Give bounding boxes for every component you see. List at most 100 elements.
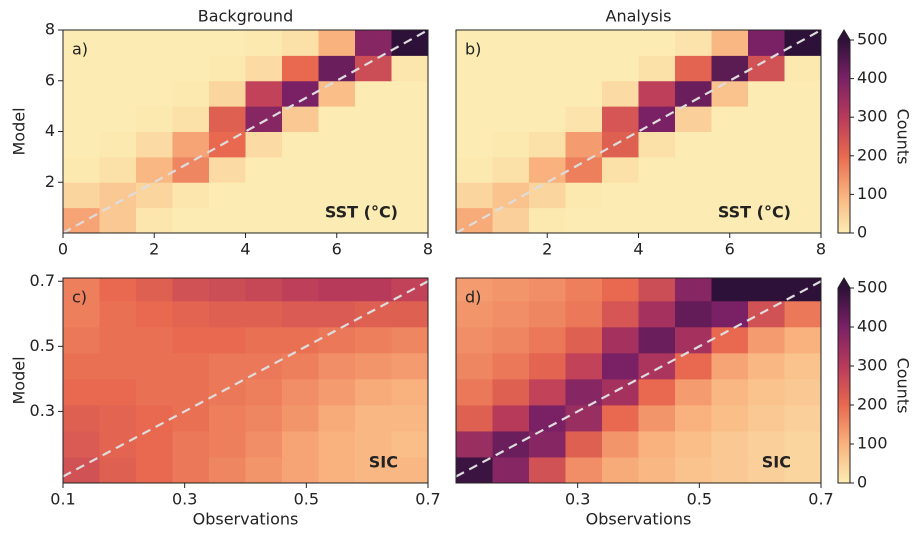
hexbin-cell [245, 55, 283, 82]
hexbin-cell [318, 131, 356, 158]
hexbin-cell [318, 378, 356, 406]
hexbin-cell [565, 182, 603, 209]
hexbin-cell [282, 278, 319, 302]
hexbin-cell [282, 55, 319, 82]
hexbin-cell [136, 404, 173, 432]
hexbin-cell [456, 456, 493, 483]
hexbin-cell [492, 456, 530, 483]
hexbin-cell [282, 207, 319, 233]
hexbin-cell [99, 404, 137, 432]
y-axis-label: Model [10, 356, 29, 404]
colorbar-frame [837, 277, 851, 484]
hexbin-cell [492, 106, 530, 132]
hexbin-cell [711, 207, 749, 233]
hexbin-cell [391, 80, 428, 107]
hexbin-cell [282, 30, 319, 56]
hexbin-cell [63, 55, 100, 82]
panel-title: Background [198, 7, 293, 26]
hexbin-cell [492, 378, 530, 406]
hexbin-cell [602, 278, 639, 302]
x-tick-label: 8 [816, 240, 826, 259]
y-tick-label: 2 [45, 172, 55, 191]
panel-label: a) [72, 40, 88, 59]
x-tick-label: 0.3 [172, 490, 197, 509]
hexbin-cell [711, 278, 749, 302]
hexbin-cell [391, 182, 428, 209]
panel-annotation: SST (°C) [325, 203, 398, 222]
y-tick-label: 6 [45, 70, 55, 89]
hexbin-cell [748, 326, 785, 354]
hexbin-cell [784, 404, 821, 432]
x-tick-label: 4 [633, 240, 643, 259]
hexbin-cell [602, 182, 639, 209]
hexbin-cell [675, 300, 712, 328]
hexbin-cell [602, 378, 639, 406]
hexbin-cell [282, 404, 319, 432]
hexbin-cell [136, 106, 173, 132]
hexbin-cell [784, 106, 821, 132]
hexbin-cell [565, 156, 603, 183]
hexbin-cell [136, 378, 173, 406]
x-axis-label: Observations [586, 510, 692, 529]
hexbin-cell [456, 352, 493, 380]
hexbin-cell [492, 404, 530, 432]
hexbin-cell [711, 80, 749, 107]
hexbin-cell [245, 378, 283, 406]
hexbin-cell [602, 352, 639, 380]
hexbin-cell [602, 300, 639, 328]
hexbin-cell [209, 55, 246, 82]
hexbin-cell [711, 30, 749, 56]
panel-label: b) [465, 40, 481, 59]
hexbin-cell [711, 106, 749, 132]
hexbin-cell [748, 131, 785, 158]
hexbin-cell [565, 30, 603, 56]
hexbin-cell [602, 156, 639, 183]
hexbin-cell [784, 430, 821, 458]
hexbin-cell [172, 30, 210, 56]
hexbin-cell [318, 456, 356, 483]
hexbin-cell [391, 106, 428, 132]
hexbin-cell [355, 207, 392, 233]
hexbin-cell [391, 300, 428, 328]
hexbin-cell [675, 378, 712, 406]
hexbin-cell [711, 404, 749, 432]
hexbin-cell [638, 156, 676, 183]
hexbin-layer [456, 30, 821, 233]
hexbin-cell [245, 456, 283, 483]
hexbin-cell [282, 131, 319, 158]
hexbin-cell [638, 430, 676, 458]
hexbin-cell [63, 182, 100, 209]
hexbin-cell [172, 456, 210, 483]
x-tick-label: 6 [332, 240, 342, 259]
hexbin-cell [282, 326, 319, 354]
hexbin-cell [63, 352, 100, 380]
hexbin-cell [391, 131, 428, 158]
x-tick-label: 6 [725, 240, 735, 259]
hexbin-cell [99, 80, 137, 107]
hexbin-cell [638, 131, 676, 158]
hexbin-cell [209, 156, 246, 183]
hexbin-cell [99, 106, 137, 132]
colorbar-tick-label: 300 [857, 107, 888, 126]
hexbin-cell [748, 182, 785, 209]
hexbin-cell [355, 30, 392, 56]
y-tick-label: 0.7 [30, 271, 55, 290]
hexbin-cell [675, 326, 712, 354]
hexbin-cell [492, 326, 530, 354]
y-tick-label: 0.3 [30, 401, 55, 420]
hexbin-cell [318, 352, 356, 380]
hexbin-cell [282, 456, 319, 483]
hexbin-cell [529, 300, 566, 328]
hexbin-cell [99, 352, 137, 380]
colorbar [838, 288, 850, 483]
hexbin-cell [784, 456, 821, 483]
identity-line [456, 30, 821, 233]
hexbin-cell [136, 207, 173, 233]
hexbin-cell [602, 430, 639, 458]
y-tick-label: 0.5 [30, 336, 55, 355]
hexbin-cell [784, 207, 821, 233]
hexbin-cell [136, 131, 173, 158]
hexbin-cell [136, 156, 173, 183]
hexbin-cell [638, 207, 676, 233]
hexbin-cell [492, 30, 530, 56]
